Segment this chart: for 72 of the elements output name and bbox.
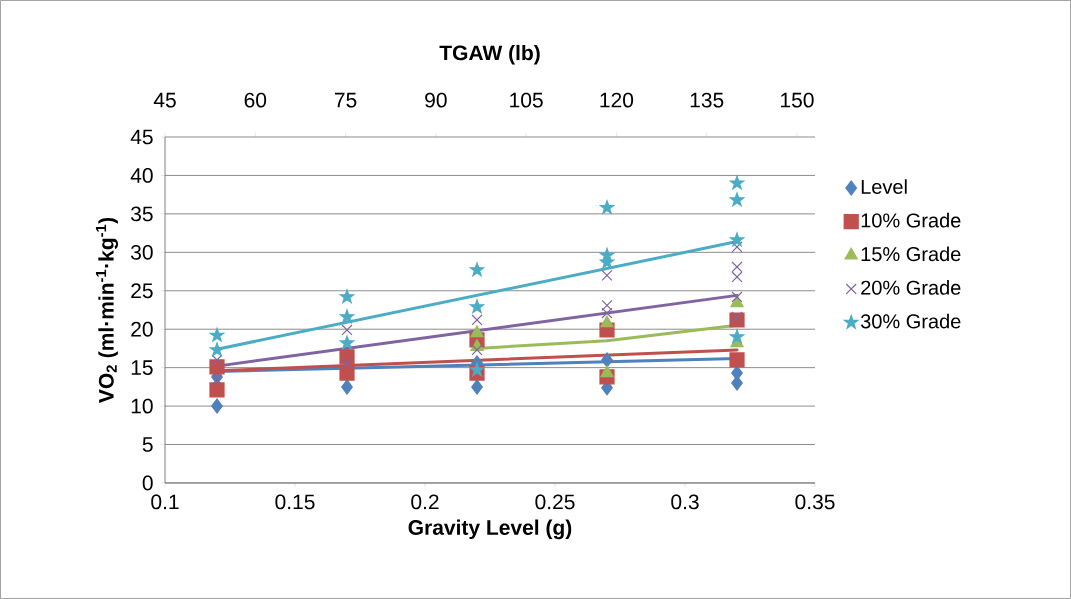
point bbox=[729, 352, 745, 368]
point bbox=[341, 324, 353, 336]
legend-label: 10% Grade bbox=[861, 212, 961, 228]
point bbox=[601, 352, 613, 368]
x-axis-title: Gravity Level (g) bbox=[408, 519, 572, 540]
point bbox=[209, 327, 225, 342]
point bbox=[339, 289, 355, 304]
x2-tick-label: 120 bbox=[600, 92, 634, 108]
x2-tick-label: 60 bbox=[244, 92, 267, 108]
y-axis-title: VO$_{2}$ (ml·min$^{-1}$·kg$^{-1}$) bbox=[95, 217, 119, 403]
x2-tick-label: 135 bbox=[690, 92, 724, 108]
point bbox=[731, 241, 743, 253]
y-tick-label: 10 bbox=[131, 398, 153, 414]
point bbox=[731, 271, 743, 283]
x-tick-label: 0.25 bbox=[535, 494, 575, 510]
point bbox=[211, 354, 223, 366]
point bbox=[211, 374, 223, 386]
point bbox=[599, 200, 615, 214]
y-tick-label: 45 bbox=[130, 129, 153, 145]
point bbox=[470, 325, 484, 338]
x-tick-label: 0.35 bbox=[795, 494, 835, 510]
point bbox=[339, 365, 355, 381]
x2-tick-label: 75 bbox=[334, 92, 357, 108]
point bbox=[601, 299, 613, 311]
point bbox=[471, 379, 483, 395]
x2-tick-label: 45 bbox=[153, 92, 176, 108]
y-tick-label: 5 bbox=[142, 437, 153, 452]
point bbox=[731, 291, 743, 303]
point bbox=[341, 379, 353, 395]
legend-label: 20% Grade bbox=[861, 280, 961, 295]
point bbox=[599, 247, 615, 262]
point bbox=[729, 232, 745, 247]
y-tick-label: 25 bbox=[131, 283, 153, 299]
y-tick-label: 35 bbox=[131, 206, 153, 222]
x2-tick-label: 90 bbox=[425, 92, 447, 108]
x-tick-label: 0.15 bbox=[275, 494, 315, 510]
point bbox=[339, 349, 355, 365]
y-tick-label: 40 bbox=[130, 168, 153, 183]
x2-tick-label: 150 bbox=[781, 92, 814, 108]
point bbox=[729, 329, 745, 344]
point bbox=[471, 344, 483, 356]
point bbox=[211, 398, 223, 414]
legend-label: 15% Grade bbox=[861, 246, 961, 262]
point bbox=[341, 357, 353, 369]
x-tick-label: 0.2 bbox=[411, 494, 439, 510]
point bbox=[600, 365, 614, 378]
y-tick-label: 15 bbox=[131, 360, 153, 375]
x-tick-label: 0.1 bbox=[151, 494, 179, 510]
y-tick-label: 20 bbox=[131, 321, 153, 337]
point bbox=[209, 382, 225, 398]
point bbox=[731, 261, 743, 273]
x2-tick-label: 105 bbox=[510, 92, 543, 108]
point bbox=[209, 359, 225, 375]
point bbox=[729, 192, 745, 207]
point bbox=[469, 299, 485, 314]
legend-label: 30% Grade bbox=[860, 313, 961, 329]
legend-label: Level bbox=[861, 179, 907, 194]
point bbox=[729, 175, 745, 190]
point bbox=[471, 314, 483, 326]
x2-axis-title: TGAW (lb) bbox=[439, 44, 540, 65]
point bbox=[209, 342, 225, 357]
point bbox=[469, 362, 485, 377]
x-tick-label: 0.3 bbox=[671, 494, 699, 510]
point bbox=[601, 307, 613, 319]
y-tick-label: 0 bbox=[142, 475, 153, 491]
point bbox=[339, 335, 355, 350]
point bbox=[469, 262, 485, 277]
y-tick-label: 30 bbox=[131, 244, 153, 260]
point bbox=[600, 315, 614, 328]
point bbox=[730, 295, 744, 308]
point bbox=[601, 269, 613, 281]
point bbox=[339, 309, 355, 324]
